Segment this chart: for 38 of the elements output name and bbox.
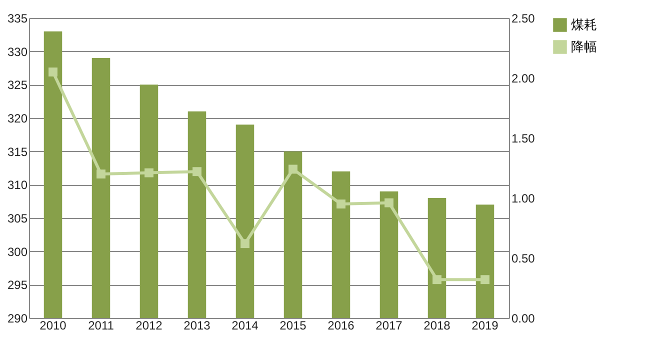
point: [288, 164, 298, 174]
x-tick-label: 2018: [424, 318, 451, 332]
point: [240, 239, 250, 248]
x-tick-label: 2012: [136, 318, 163, 332]
x-tick-label: 2017: [376, 318, 403, 332]
legend-label: 煤耗: [571, 17, 597, 32]
legend-label: 降幅: [571, 39, 597, 54]
y2-tick-label: 1.50: [512, 132, 536, 146]
y-tick-label: 330: [7, 44, 28, 59]
x-tick-label: 2013: [184, 318, 211, 332]
x-tick-label: 2015: [280, 318, 307, 332]
point: [480, 275, 490, 284]
y-tick-label: 295: [7, 278, 28, 292]
point: [48, 68, 58, 76]
y-tick-label: 300: [7, 244, 28, 259]
y-tick-label: 320: [7, 112, 28, 126]
x-tick-label: 2019: [472, 318, 499, 332]
y2-tick-label: 1.00: [512, 192, 536, 206]
y-tick-label: 335: [7, 12, 28, 26]
y-tick-label: 305: [7, 212, 28, 226]
y2-tick-label: 2.50: [512, 12, 536, 26]
point: [192, 167, 202, 176]
point: [432, 275, 442, 284]
y2-tick-label: 2.00: [512, 72, 536, 86]
x-tick-label: 2016: [328, 318, 355, 332]
y-tick-label: 315: [7, 144, 28, 159]
y-tick-label: 325: [7, 78, 28, 92]
y-tick-label: 310: [7, 178, 28, 192]
point: [384, 198, 394, 208]
x-tick-label: 2011: [88, 318, 114, 332]
x-tick-label: 2010: [40, 318, 67, 332]
point: [96, 170, 106, 178]
y-tick-label: 290: [7, 312, 28, 326]
y2-tick-label: 0.50: [512, 252, 536, 266]
point: [336, 200, 346, 208]
y2-tick-label: 0.00: [512, 312, 536, 326]
point: [144, 168, 154, 178]
x-tick-label: 2014: [232, 318, 259, 332]
